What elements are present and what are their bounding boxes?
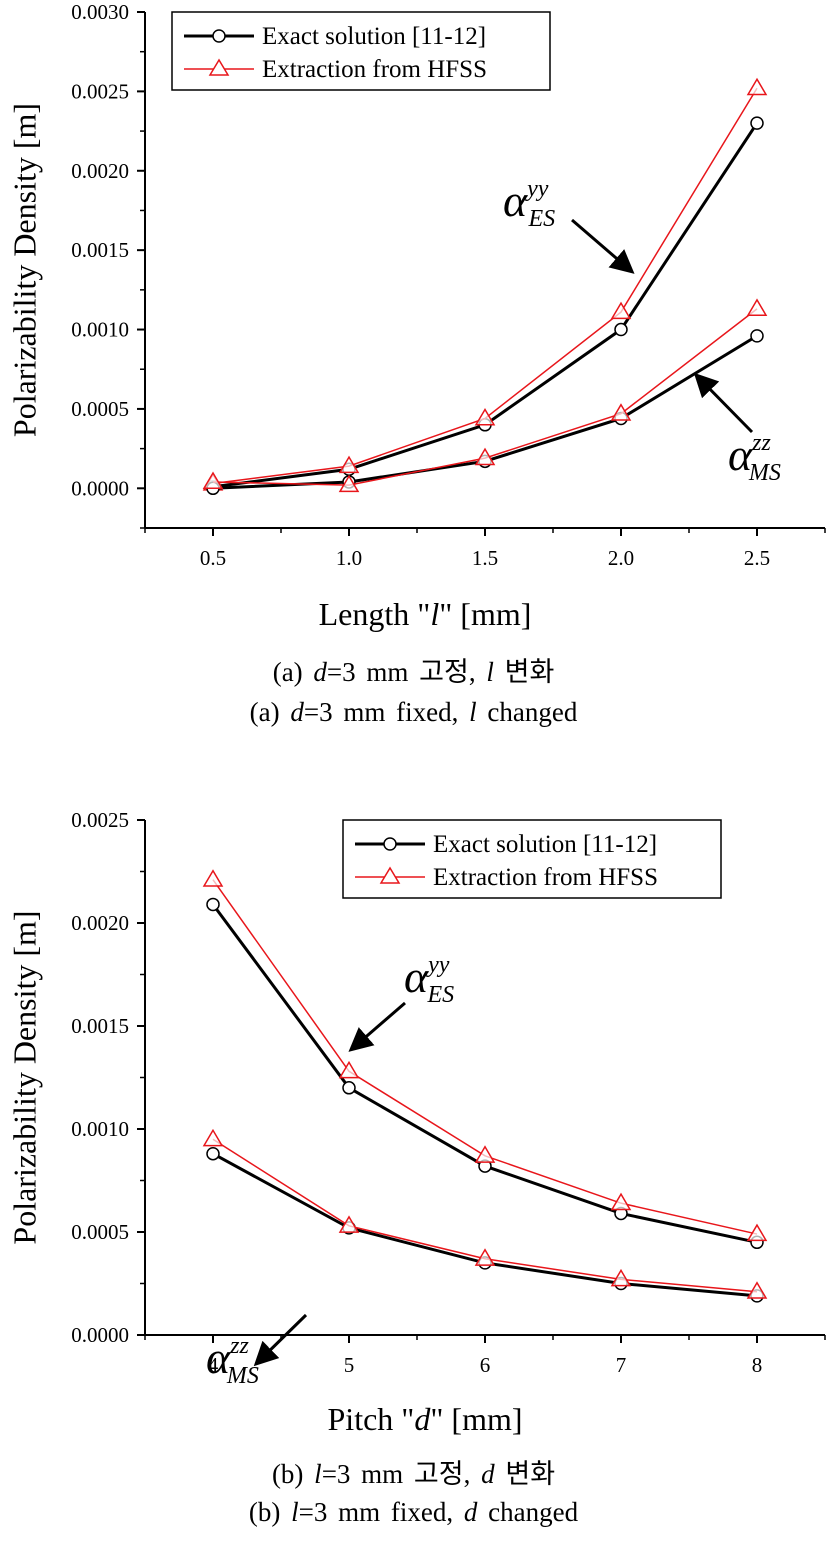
chart-b-triangle-marker <box>746 1281 768 1299</box>
chart-b-triangle-marker <box>474 1248 496 1266</box>
chart-b-series-line <box>212 879 758 1235</box>
chart-a-triangle-marker <box>610 403 632 421</box>
chart-b-triangle-marker <box>746 1223 768 1242</box>
chart-b-y-tick-label: 0.0025 <box>71 808 129 832</box>
caption-a-korean: (a) d=3 mm 고정, l 변화 <box>272 657 555 687</box>
chart-a-x-tick-label: 2.0 <box>608 546 634 570</box>
chart-a-triangle-marker <box>610 301 632 320</box>
chart-b-x-axis-title: Pitch "d" [mm] <box>328 1401 523 1437</box>
chart-b-y-tick-label: 0.0020 <box>71 911 129 935</box>
chart-a-triangle-marker <box>474 407 496 426</box>
chart-a-triangle-marker <box>338 455 360 474</box>
chart-a-legend-label-hfss: Extraction from HFSS <box>262 56 487 83</box>
chart-b-triangle-marker <box>610 1268 632 1287</box>
chart-a-y-tick-label: 0.0030 <box>71 0 129 24</box>
caption-b-english: (b) l=3 mm fixed, d changed <box>248 1497 579 1527</box>
chart-b-triangle-marker <box>338 1060 360 1079</box>
caption-b-korean: (b) l=3 mm 고정, d 변화 <box>271 1459 556 1489</box>
chart-a-triangle-marker <box>746 298 768 316</box>
chart-b-svg: 0.0000 0.0005 0.0010 0.0015 0.0020 0.0025 4 5 6 7… <box>6 808 826 1437</box>
chart-a-annotation-arrow <box>693 372 754 434</box>
chart-a-y-tick-label: 0.0015 <box>71 238 129 262</box>
chart-a-x-axis-title: Length "l" [mm] <box>319 596 532 632</box>
chart-b-legend-triangle-marker <box>379 866 401 884</box>
chart-b-legend-circle-marker <box>383 837 397 851</box>
chart-a-circle-marker <box>750 329 764 343</box>
chart-b-annotation-arrow <box>253 1313 308 1367</box>
chart-b-x-tick-label: 4 <box>208 1353 219 1377</box>
chart-a-triangle-marker <box>746 77 768 96</box>
chart-a-y-tick-label: 0.0025 <box>71 79 129 103</box>
chart-a-svg: 0.0000 0.0005 0.0010 0.0015 0.0020 0.0025 0.00… <box>6 0 826 632</box>
chart-a-x-tick-label: 1.5 <box>472 546 498 570</box>
chart-a-y-tick-label: 0.0005 <box>71 397 129 421</box>
chart-b-triangle-marker <box>474 1145 496 1163</box>
chart-a-alpha-label-ms: αzz MS <box>728 429 781 486</box>
caption-a-english: (a) d=3 mm fixed, l changed <box>249 697 578 727</box>
chart-a-triangle-marker <box>474 447 496 466</box>
chart-a-series-line <box>212 122 759 489</box>
chart-a-y-axis-title: Polarizability Density [m] <box>6 103 42 437</box>
chart-a-annotation-arrow <box>571 218 635 274</box>
chart-b-alpha-label-es: αyy ES <box>404 951 454 1008</box>
chart-b-triangle-marker <box>338 1215 360 1233</box>
chart-b-x-tick-label: 7 <box>616 1353 627 1377</box>
chart-a-legend-box <box>171 11 551 91</box>
chart-b-circle-marker <box>206 897 220 912</box>
chart-b-y-tick-label: 0.0010 <box>71 1117 129 1141</box>
chart-b-y-axis-title: Polarizability Density [m] <box>6 910 42 1244</box>
chart-b-x-tick-label: 5 <box>344 1353 355 1377</box>
chart-a-legend-triangle-marker <box>208 58 230 76</box>
chart-a-triangle-marker <box>338 474 360 493</box>
chart-b-y-tick-label: 0.0015 <box>71 1014 129 1038</box>
chart-a-y-tick-label: 0.0010 <box>71 318 129 342</box>
chart-a-circle-marker <box>614 322 628 337</box>
chart-b-triangle-marker <box>202 869 224 887</box>
chart-a-circle-marker <box>750 116 764 130</box>
chart-a-x-tick-label: 2.5 <box>744 546 770 570</box>
chart-a-alpha-label-es: αyy ES <box>503 175 555 232</box>
chart-b-legend-label-hfss: Extraction from HFSS <box>433 864 658 891</box>
chart-a-x-tick-label: 0.5 <box>200 546 226 570</box>
chart-b-legend-label-exact: Exact solution [11-12] <box>433 831 657 858</box>
chart-a-triangle-marker <box>202 471 224 490</box>
chart-panel-b: 0.0000 0.0005 0.0010 0.0015 0.0020 0.0025 4 5 6 7… <box>0 790 827 1542</box>
chart-a-legend-label-exact: Exact solution [11-12] <box>262 23 486 50</box>
chart-b-triangle-marker <box>202 1128 224 1147</box>
chart-b-x-tick-label: 8 <box>752 1353 763 1377</box>
chart-b-y-tick-label: 0.0000 <box>71 1323 129 1347</box>
chart-b-annotation-arrow <box>348 1001 406 1052</box>
chart-a-x-tick-label: 1.0 <box>336 546 362 570</box>
chart-a-y-tick-label: 0.0020 <box>71 159 129 183</box>
chart-a-y-tick-label: 0.0000 <box>71 476 129 500</box>
chart-b-x-tick-label: 6 <box>480 1353 491 1377</box>
chart-a-legend-circle-marker <box>212 29 226 43</box>
chart-b-triangle-marker <box>610 1192 632 1211</box>
chart-b-circle-marker <box>342 1081 356 1095</box>
chart-panel-a: 0.0000 0.0005 0.0010 0.0015 0.0020 0.0025 0.00… <box>0 0 827 760</box>
chart-b-y-tick-label: 0.0005 <box>71 1220 129 1244</box>
chart-b-legend-box <box>342 819 722 899</box>
chart-b-circle-marker <box>206 1146 220 1161</box>
chart-b-alpha-label-ms: αzz MS <box>206 1332 259 1389</box>
